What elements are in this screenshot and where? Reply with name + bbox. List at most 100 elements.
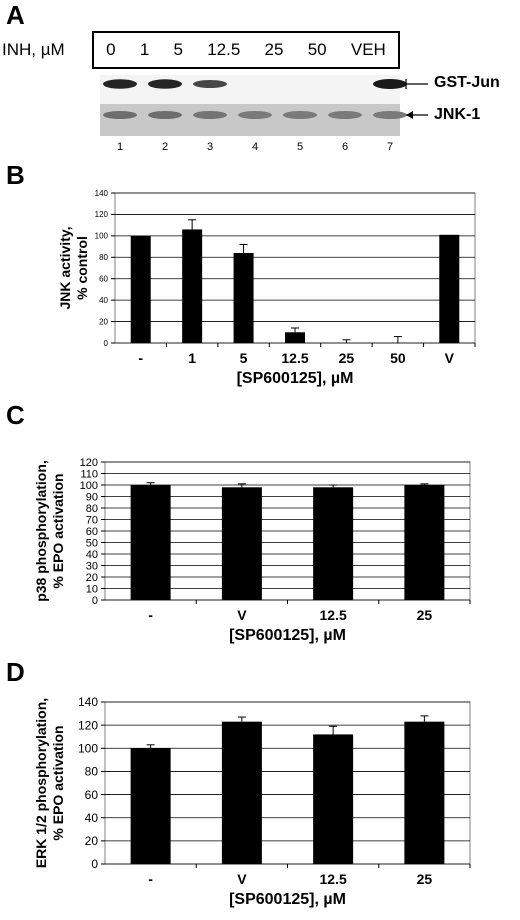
bar bbox=[439, 234, 460, 343]
lane-concentration: 12.5 bbox=[207, 40, 241, 59]
bar bbox=[182, 229, 203, 343]
lane-concentration: 0 bbox=[106, 40, 116, 59]
x-tick-label: 12.5 bbox=[281, 350, 308, 366]
jnk1-arrowhead bbox=[406, 111, 413, 119]
x-axis-title: [SP600125], µM bbox=[229, 891, 346, 908]
x-axis-title: [SP600125], µM bbox=[229, 627, 346, 644]
y-axis-title-line: % control bbox=[74, 236, 90, 300]
y-tick-label: 20 bbox=[85, 834, 99, 848]
y-axis-title-line: JNK activity, bbox=[57, 227, 73, 310]
x-tick-label: 25 bbox=[417, 607, 433, 623]
lane-number: 5 bbox=[297, 141, 303, 153]
y-axis-title-line: ERK 1/2 phosphorylation, bbox=[33, 698, 49, 868]
y-tick-label: 0 bbox=[91, 857, 98, 871]
y-tick-label: 100 bbox=[80, 480, 98, 492]
y-tick-label: 40 bbox=[86, 549, 98, 561]
y-tick-label: 120 bbox=[95, 210, 109, 219]
x-tick-label: 50 bbox=[390, 350, 406, 366]
gst-jun-band bbox=[193, 80, 227, 88]
bar bbox=[313, 487, 354, 600]
gst-jun-band bbox=[238, 82, 272, 86]
x-tick-label: 25 bbox=[339, 350, 355, 366]
bar bbox=[404, 721, 445, 864]
erk-phosphorylation-bar-chart: 0 20 40 60 80 100 120 140 - V 12.5 25 [SP600125], µM… bbox=[33, 695, 471, 908]
y-tick-label: 50 bbox=[86, 537, 98, 549]
lane-concentration: 25 bbox=[264, 40, 284, 59]
jnk1-band bbox=[193, 111, 227, 119]
y-tick-label: 10 bbox=[86, 583, 98, 595]
x-tick-label: V bbox=[237, 607, 247, 623]
gst-jun-band bbox=[373, 79, 407, 89]
lane-concentration: VEH bbox=[350, 40, 386, 59]
x-tick-label: - bbox=[148, 871, 153, 887]
y-tick-label: 0 bbox=[104, 339, 109, 348]
y-tick-label: 140 bbox=[95, 189, 109, 198]
y-tick-label: 80 bbox=[85, 765, 99, 779]
gst-jun-band bbox=[103, 79, 137, 89]
bar bbox=[404, 485, 445, 600]
bar bbox=[130, 485, 171, 600]
x-tick-label: 1 bbox=[188, 350, 196, 366]
panel-c-letter: C bbox=[6, 400, 25, 430]
gst-jun-label: GST-Jun bbox=[434, 74, 500, 91]
y-tick-label: 0 bbox=[92, 595, 98, 607]
jnk1-blot-background bbox=[100, 104, 400, 136]
panel-b-letter: B bbox=[6, 160, 25, 190]
y-axis-title-line: p38 phosphorylation, bbox=[33, 460, 49, 602]
y-tick-label: 60 bbox=[86, 526, 98, 538]
bar bbox=[130, 748, 171, 864]
y-tick-label: 80 bbox=[99, 253, 108, 262]
x-tick-label: V bbox=[445, 350, 455, 366]
bar bbox=[233, 253, 254, 343]
y-axis-title-line: % EPO activation bbox=[50, 725, 66, 840]
y-tick-label: 110 bbox=[80, 468, 98, 480]
lane-concentration: 5 bbox=[173, 40, 183, 59]
y-tick-label: 20 bbox=[99, 317, 108, 326]
jnk1-band bbox=[283, 111, 317, 119]
x-tick-label: V bbox=[237, 871, 247, 887]
x-axis-title: [SP600125], µM bbox=[237, 370, 354, 387]
inhibitor-concentration-box: 0 1 5 12.5 25 50 VEH bbox=[92, 31, 400, 69]
y-tick-label: 70 bbox=[86, 514, 98, 526]
bar bbox=[285, 332, 305, 343]
jnk-activity-bar-chart: 0 20 40 60 80 100 120 140 - 1 5 12.5 25 50 V [SP600125]… bbox=[57, 189, 476, 387]
x-tick-label: 5 bbox=[240, 350, 248, 366]
x-tick-label: - bbox=[138, 350, 143, 366]
lane-number: 2 bbox=[162, 141, 168, 153]
jnk1-band bbox=[103, 111, 137, 119]
y-tick-label: 60 bbox=[85, 788, 99, 802]
bar bbox=[221, 487, 262, 600]
y-tick-label: 60 bbox=[99, 275, 108, 284]
lane-concentration: 50 bbox=[307, 40, 327, 59]
plot-area-border bbox=[114, 192, 476, 344]
lane-number: 4 bbox=[252, 141, 258, 153]
y-tick-label: 90 bbox=[86, 491, 98, 503]
lane-number: 1 bbox=[117, 141, 123, 153]
panel-a-letter: A bbox=[6, 0, 25, 30]
jnk1-label: JNK-1 bbox=[434, 106, 481, 123]
x-tick-label: - bbox=[148, 607, 153, 623]
y-tick-label: 120 bbox=[78, 718, 98, 732]
x-tick-label: 25 bbox=[417, 871, 433, 887]
panel-d-letter: D bbox=[6, 657, 25, 687]
bar bbox=[221, 721, 262, 864]
gst-jun-blot-background bbox=[100, 75, 400, 105]
lane-number: 6 bbox=[342, 141, 348, 153]
y-tick-label: 140 bbox=[78, 695, 98, 709]
bar bbox=[130, 235, 151, 343]
jnk1-band bbox=[148, 111, 182, 119]
y-tick-label: 40 bbox=[99, 296, 108, 305]
bar bbox=[313, 734, 354, 864]
y-tick-label: 100 bbox=[95, 232, 109, 241]
jnk1-band bbox=[373, 111, 407, 119]
x-tick-label: 12.5 bbox=[320, 871, 347, 887]
western-blot-image: 1 2 3 4 5 6 7 bbox=[100, 75, 428, 153]
y-tick-label: 100 bbox=[78, 741, 98, 755]
gst-jun-band bbox=[148, 79, 182, 89]
lane-concentration: 1 bbox=[139, 40, 150, 59]
y-axis-title-line: % EPO activation bbox=[50, 473, 66, 588]
y-tick-label: 120 bbox=[80, 457, 98, 469]
y-tick-label: 40 bbox=[85, 811, 99, 825]
lane-number: 3 bbox=[207, 141, 213, 153]
